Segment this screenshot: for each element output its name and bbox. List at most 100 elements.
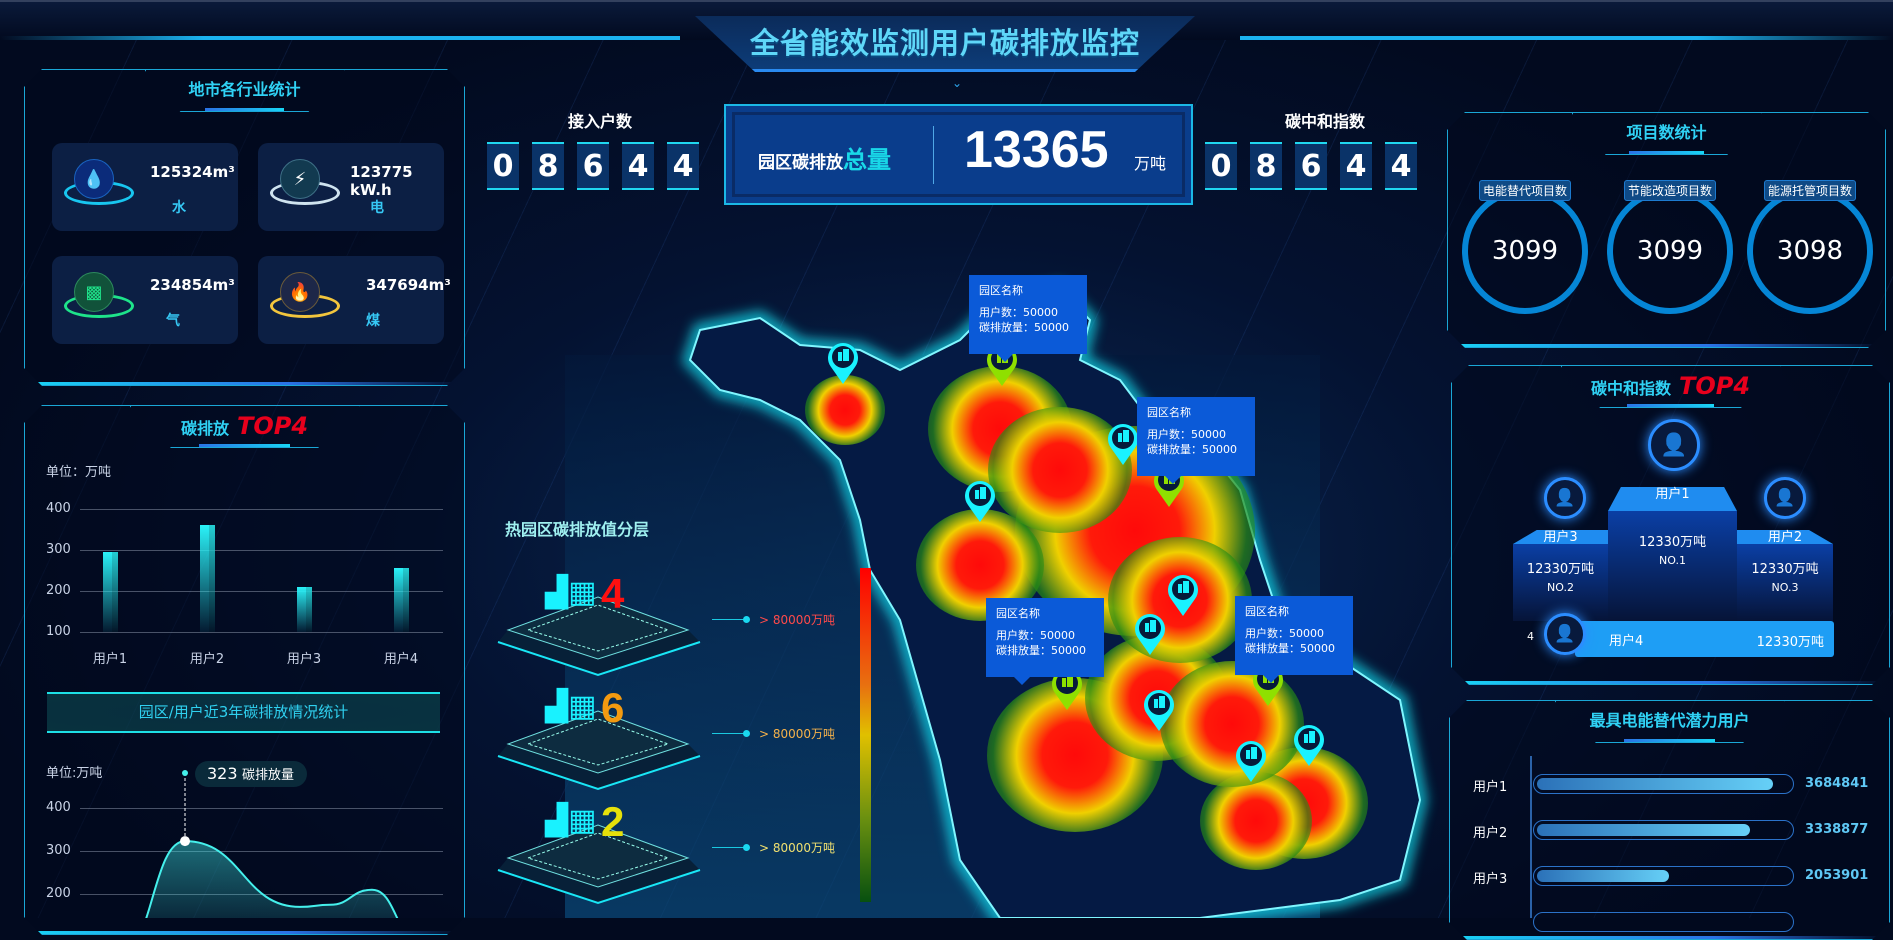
building-marker-icon[interactable] xyxy=(1166,572,1200,616)
tooltip-label: 碳排放量 xyxy=(242,768,295,783)
x-tick-label: 用户1 xyxy=(92,652,128,667)
park-emission: 碳排放量：50000 xyxy=(1147,443,1237,456)
building-marker-icon[interactable] xyxy=(1292,722,1326,766)
industry-label: 煤 xyxy=(366,313,380,329)
building-marker-icon[interactable] xyxy=(963,478,997,522)
podium-third-name: 用户2 xyxy=(1767,530,1803,545)
counter-digit: 6 xyxy=(1295,142,1327,190)
counter-digit: 0 xyxy=(487,142,519,190)
counter-digit: 4 xyxy=(667,142,699,190)
user-value: 2053901 xyxy=(1805,868,1869,883)
layer-threshold-label: > 80000万吨 xyxy=(759,727,836,741)
industry-label: 气 xyxy=(166,313,180,329)
layers-title: 热园区碳排放值分层 xyxy=(505,520,650,539)
heat-blob xyxy=(988,407,1132,533)
y-tick-label: 200 xyxy=(46,583,71,598)
projects-title: 项目数统计 xyxy=(1572,113,1762,155)
fourth-value: 12330万吨 xyxy=(1756,635,1824,650)
park-users: 用户数：50000 xyxy=(1147,428,1226,441)
flame-icon: 🔥 xyxy=(280,272,320,312)
layer-connector xyxy=(712,733,745,734)
industry-card-water: 💧 125324m³ 水 xyxy=(52,143,238,231)
park-users: 用户数：50000 xyxy=(1245,627,1324,640)
layer-platform xyxy=(497,710,701,791)
building-marker-icon[interactable] xyxy=(826,340,860,384)
layer-platform xyxy=(497,596,701,677)
park-emission: 碳排放量：50000 xyxy=(979,321,1069,334)
y-tick-label: 400 xyxy=(46,501,71,516)
layer-connector-dot xyxy=(743,616,750,623)
industry-label: 电 xyxy=(370,200,384,216)
bar-unit-label: 单位：万吨 xyxy=(46,465,112,480)
industry-card-gas: ▩ 234854m³ 气 xyxy=(52,256,238,344)
water-drop-icon: 💧 xyxy=(74,159,114,199)
building-icon: ▟▦ xyxy=(545,689,597,724)
industry-value: 123775 kW.h xyxy=(350,163,413,199)
park-tooltip: 园区名称 用户数：50000 碳排放量：50000 xyxy=(1235,596,1353,683)
y-tick-label: 200 xyxy=(46,886,71,901)
project-count: 3099 xyxy=(1491,236,1559,266)
industry-value: 347694m³ xyxy=(366,276,451,294)
project-count-ring: 3098 能源托管项目数 xyxy=(1747,180,1873,314)
building-marker-icon[interactable] xyxy=(1142,687,1176,731)
gridline xyxy=(80,808,443,809)
user-value: 3684841 xyxy=(1805,776,1869,791)
layer-connector-dot xyxy=(743,844,750,851)
user-name: 用户3 xyxy=(1473,872,1508,887)
color-scale-bar xyxy=(860,568,871,902)
building-icon: ▟▦ xyxy=(545,575,597,610)
podium-third: 12330万吨 NO.3 xyxy=(1737,544,1833,621)
counter-digit: 8 xyxy=(1250,142,1282,190)
park-tooltip: 园区名称用户数：50000 碳排放量：50000 xyxy=(1137,397,1255,484)
progress-fill xyxy=(1537,778,1774,790)
page-title: 全省能效监测用户碳排放监控 xyxy=(749,26,1140,60)
industry-card-coal: 🔥 347694m³ 煤 xyxy=(258,256,451,344)
counter-digit: 8 xyxy=(532,142,564,190)
park-name: 园区名称 xyxy=(1147,406,1191,419)
park-tooltip: 园区名称 用户数：50000 碳排放量：50000 xyxy=(969,275,1087,362)
gridline xyxy=(80,632,443,633)
counter-digit: 4 xyxy=(1340,142,1372,190)
industry-card-electric: ⚡ 123775 kW.h 电 xyxy=(258,143,444,231)
heat-blob xyxy=(1200,772,1312,870)
user-avatar-icon: 👤 xyxy=(1648,419,1700,471)
user-avatar-icon: 👤 xyxy=(1764,477,1806,519)
podium-second-name: 用户3 xyxy=(1543,530,1578,545)
neutral-top-title: 碳中和指数 TOP4 xyxy=(1561,366,1781,408)
gridline xyxy=(80,550,443,551)
podium-first: 12330万吨 NO.1 xyxy=(1608,511,1737,621)
tooltip-value: 323 xyxy=(207,764,238,783)
building-marker-icon[interactable] xyxy=(1133,611,1167,655)
building-marker-icon[interactable] xyxy=(1050,666,1084,710)
counter-digit: 0 xyxy=(1205,142,1237,190)
podium-top xyxy=(1737,530,1833,544)
project-count-ring: 3099 电能替代项目数 xyxy=(1462,180,1588,314)
title-text: 碳排放 xyxy=(180,419,229,438)
gridline xyxy=(80,851,443,852)
fourth-row: 用户4 12330万吨 xyxy=(1575,621,1834,657)
building-marker-icon[interactable] xyxy=(1106,421,1140,465)
progress-track xyxy=(1533,820,1794,840)
top4-badge: TOP4 xyxy=(1678,372,1751,400)
project-label: 电能替代项目数 xyxy=(1478,180,1572,201)
potential-title: 最具电能替代潜力用户 xyxy=(1555,701,1785,743)
industry-value: 234854m³ xyxy=(150,276,235,294)
layer-connector xyxy=(712,619,745,620)
potential-row: 用户1 3684841 xyxy=(1473,774,1883,795)
park-users: 用户数：50000 xyxy=(979,306,1058,319)
progress-track xyxy=(1533,912,1794,932)
building-icon: ▟▦ xyxy=(545,803,597,838)
building-marker-icon[interactable] xyxy=(1234,738,1268,782)
neutral-label: 碳中和指数 xyxy=(1284,112,1365,131)
top4-badge: TOP4 xyxy=(236,412,309,440)
project-count-ring: 3099 节能改造项目数 xyxy=(1607,180,1733,314)
layer-threshold-label: > 80000万吨 xyxy=(759,613,836,627)
gridline xyxy=(80,894,443,895)
layer-count: 6 xyxy=(601,684,625,731)
project-count: 3099 xyxy=(1636,236,1704,266)
podium-rank: NO.2 xyxy=(1547,581,1574,594)
podium-first-name: 用户1 xyxy=(1655,487,1690,502)
fourth-rank-number: 4 xyxy=(1527,630,1534,643)
industry-value: 125324m³ xyxy=(150,163,235,181)
project-label: 节能改造项目数 xyxy=(1623,180,1717,201)
